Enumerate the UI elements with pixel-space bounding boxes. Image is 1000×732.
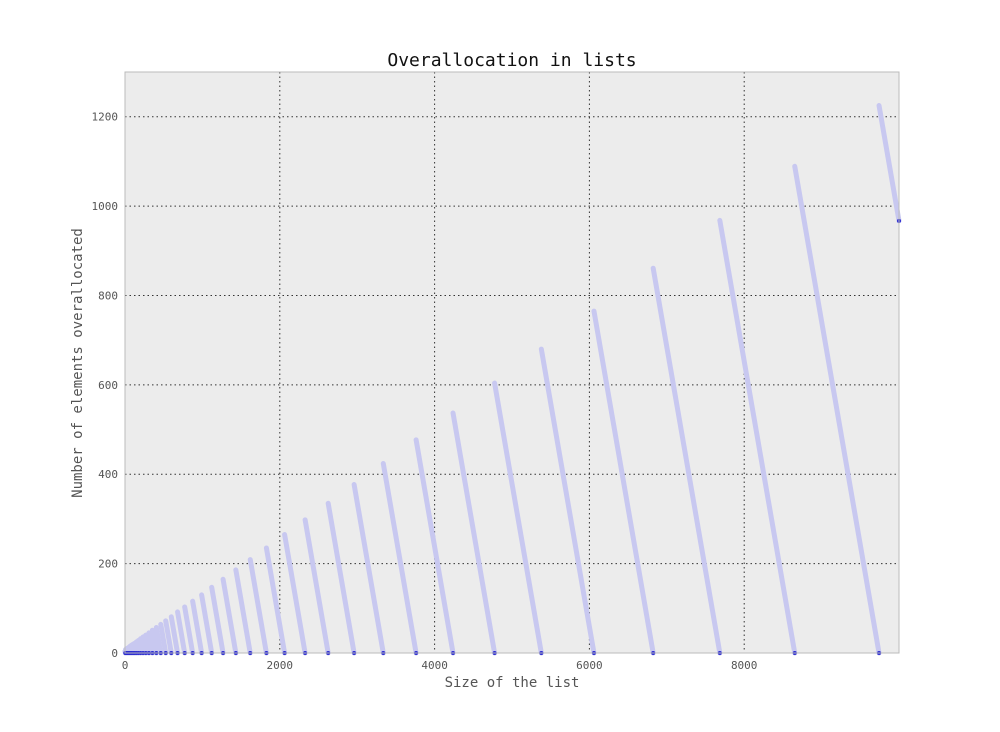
y-tick-label: 400	[98, 468, 118, 481]
x-tick-label: 4000	[421, 659, 448, 672]
chart-title: Overallocation in lists	[387, 50, 636, 71]
y-tick-label: 1000	[92, 200, 119, 213]
x-tick-label: 0	[122, 659, 129, 672]
y-tick-label: 200	[98, 558, 118, 571]
y-tick-label: 0	[111, 647, 118, 660]
plot-background	[125, 72, 899, 653]
y-tick-label: 800	[98, 289, 118, 302]
x-tick-labels: 0 2000 4000 6000 8000	[122, 659, 758, 672]
x-tick-label: 6000	[576, 659, 603, 672]
x-tick-label: 2000	[267, 659, 294, 672]
y-tick-label: 600	[98, 379, 118, 392]
y-tick-label: 1200	[92, 111, 119, 124]
y-tick-labels: 0 200 400 600 800 1000 1200	[92, 111, 119, 660]
x-tick-label: 8000	[731, 659, 758, 672]
x-axis-label: Size of the list	[445, 675, 580, 691]
y-axis-label: Number of elements overallocated	[70, 228, 86, 498]
